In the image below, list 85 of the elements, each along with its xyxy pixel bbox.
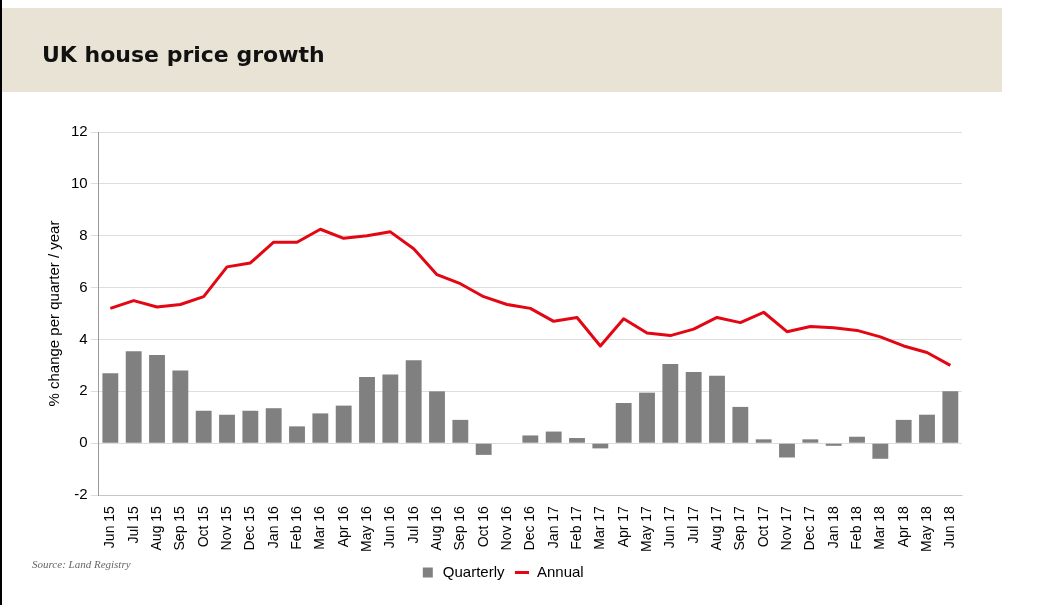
x-tick-label: Jan 18 [824, 505, 841, 549]
x-tick-label: Sep 15 [171, 505, 188, 551]
bar [895, 419, 912, 443]
bar [382, 374, 399, 443]
bar [219, 414, 235, 443]
y-tick-label: 0 [79, 433, 88, 451]
y-tick-label: -2 [74, 485, 88, 503]
x-tick-label: Jul 15 [124, 505, 141, 544]
bar [802, 439, 819, 443]
bar [265, 408, 282, 443]
bar [849, 436, 865, 443]
bar [779, 443, 795, 458]
x-tick-label: Mar 17 [591, 505, 608, 550]
bar [685, 371, 702, 443]
bar [452, 419, 469, 443]
y-tick-label: 10 [71, 174, 88, 192]
bar [825, 443, 842, 446]
bar [289, 426, 305, 443]
bar [569, 438, 585, 443]
y-tick-label: 2 [79, 381, 88, 399]
x-tick-label: Nov 16 [497, 505, 514, 551]
bar [545, 431, 562, 443]
y-axis-title: % change per quarter / year [45, 220, 63, 407]
y-tick-label: 12 [71, 122, 88, 140]
bar [312, 413, 329, 443]
x-tick-label: Oct 16 [474, 505, 491, 548]
bar [195, 410, 212, 443]
x-tick-label: Dec 16 [521, 505, 538, 551]
x-tick-label: Oct 15 [194, 505, 211, 548]
bar [755, 439, 772, 443]
bar [709, 375, 725, 443]
x-tick-label: Oct 17 [754, 505, 771, 548]
bar [172, 370, 189, 443]
x-tick-label: Dec 15 [241, 505, 258, 551]
bar [732, 406, 749, 443]
x-tick-label: May 18 [917, 505, 934, 553]
x-tick-label: Aug 16 [427, 505, 444, 551]
x-tick-label: Feb 16 [287, 505, 304, 550]
x-tick-label: Sep 17 [731, 505, 748, 551]
x-tick-label: Jan 17 [544, 505, 561, 549]
y-tick-label: 8 [79, 225, 88, 243]
x-tick-label: Aug 17 [707, 505, 724, 551]
bar [615, 403, 632, 443]
bar [429, 391, 445, 443]
x-tick-label: Jun 17 [661, 505, 678, 549]
x-tick-label: Nov 17 [777, 505, 794, 551]
bar [125, 351, 142, 443]
bar [149, 355, 165, 443]
x-tick-label: Mar 16 [311, 505, 328, 550]
x-tick-label: Apr 16 [334, 505, 351, 548]
bar [335, 405, 352, 443]
x-tick-label: Feb 17 [567, 505, 584, 550]
chart-title: UK house price growth [42, 42, 325, 67]
bar [102, 373, 119, 443]
bar [639, 392, 655, 443]
x-tick-label: Jun 18 [941, 505, 958, 549]
x-tick-label: Jul 16 [404, 505, 421, 544]
source-note: Source: Land Registry [32, 558, 131, 570]
bar [359, 377, 375, 443]
x-tick-label: Dec 17 [801, 505, 818, 551]
x-tick-label: Mar 18 [871, 505, 888, 550]
x-tick-label: Feb 18 [847, 505, 864, 550]
x-tick-label: Jan 16 [264, 505, 281, 549]
x-tick-label: May 16 [357, 505, 374, 553]
x-tick-label: Jun 15 [101, 505, 118, 549]
bar [522, 435, 539, 443]
bar [242, 410, 259, 443]
x-tick-label: Jun 16 [381, 505, 398, 549]
y-tick-label: 6 [79, 277, 88, 295]
x-tick-label: Sep 16 [451, 505, 468, 551]
bar [942, 391, 959, 443]
x-tick-label: Jul 17 [684, 505, 701, 544]
bar [872, 443, 889, 459]
x-tick-label: Apr 18 [894, 505, 911, 548]
bar [919, 414, 935, 443]
x-tick-label: Aug 15 [147, 505, 164, 551]
x-tick-label: Apr 17 [614, 505, 631, 548]
x-tick-label: May 17 [637, 505, 654, 553]
bar [475, 443, 492, 455]
bar [662, 364, 679, 443]
bar [405, 360, 422, 443]
x-tick-label: Nov 15 [217, 505, 234, 551]
legend-label: Quarterly [442, 562, 505, 580]
y-tick-label: 4 [79, 329, 88, 347]
legend-label: Annual [536, 562, 584, 580]
